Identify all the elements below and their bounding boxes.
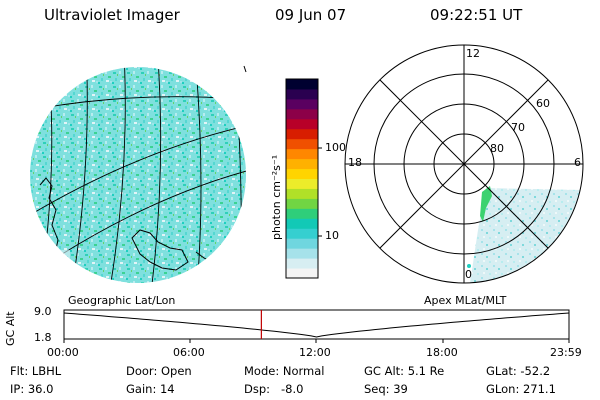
colorbar-swatch	[286, 118, 318, 130]
colorbar-swatch	[286, 268, 318, 279]
colorbar	[285, 78, 319, 279]
time-tick-1800: 18:00	[426, 346, 458, 359]
colorbar-swatch	[286, 248, 318, 259]
colorbar-swatch	[286, 168, 318, 179]
lat-label-60: 60	[536, 97, 550, 110]
lat-label-80: 80	[490, 142, 504, 155]
time-tick-2359: 23:59	[550, 346, 582, 359]
glon-value: GLon: 271.1	[486, 382, 556, 396]
gc-alt-axis-label: GC Alt	[4, 311, 17, 346]
colorbar-swatch	[286, 148, 318, 160]
colorbar-swatch	[286, 88, 318, 100]
colorbar-swatch	[286, 198, 318, 209]
colorbar-swatch	[286, 258, 318, 269]
colorbar-tick-100: 100	[325, 141, 346, 154]
gc-alt-value: GC Alt: 5.1 Re	[364, 364, 445, 378]
mlt-label-12: 12	[466, 47, 480, 60]
geographic-label: Geographic Lat/Lon	[68, 294, 176, 307]
colorbar-swatch	[286, 188, 318, 199]
colorbar-unit-label: photon cm⁻²s⁻¹	[270, 154, 283, 240]
colorbar-swatch	[286, 128, 318, 140]
polar-plot	[344, 44, 584, 284]
colorbar-swatch	[286, 158, 318, 170]
mlt-label-0: 0	[465, 268, 472, 281]
colorbar-swatch	[286, 218, 318, 229]
mode-value: Mode: Normal	[244, 364, 325, 378]
time-tick-1200: 12:00	[299, 346, 331, 359]
seq-value: Seq: 39	[364, 382, 408, 396]
colorbar-tick-10: 10	[325, 229, 339, 242]
instrument-title: Ultraviolet Imager	[44, 6, 180, 24]
colorbar-swatch	[286, 108, 318, 120]
door-value: Door: Open	[126, 364, 192, 378]
time-tick-0000: 00:00	[47, 346, 79, 359]
observation-date: 09 Jun 07	[275, 6, 347, 24]
mlt-label-6: 6	[574, 156, 581, 169]
ip-value: IP: 36.0	[10, 382, 54, 396]
gc-alt-plot	[63, 309, 570, 343]
colorbar-border	[285, 78, 319, 279]
colorbar-swatch	[286, 238, 318, 249]
geographic-image	[30, 65, 247, 283]
gain-value: Gain: 14	[126, 382, 175, 396]
colorbar-swatch	[286, 228, 318, 239]
colorbar-swatch	[286, 138, 318, 150]
filter-value: Flt: LBHL	[10, 364, 62, 378]
colorbar-swatch	[286, 79, 318, 90]
apex-label: Apex MLat/MLT	[424, 294, 507, 307]
mlt-label-18: 18	[348, 156, 362, 169]
colorbar-swatch	[286, 208, 318, 219]
dsp-value: Dsp: -8.0	[244, 382, 304, 396]
colorbar-swatch	[286, 178, 318, 189]
glat-value: GLat: -52.2	[486, 364, 551, 378]
observation-time: 09:22:51 UT	[430, 6, 523, 24]
gc-alt-y-bottom: 1.8	[34, 331, 52, 344]
lat-label-70: 70	[511, 121, 525, 134]
gc-alt-y-top: 9.0	[34, 305, 52, 318]
colorbar-swatch	[286, 98, 318, 110]
time-tick-0600: 06:00	[173, 346, 205, 359]
